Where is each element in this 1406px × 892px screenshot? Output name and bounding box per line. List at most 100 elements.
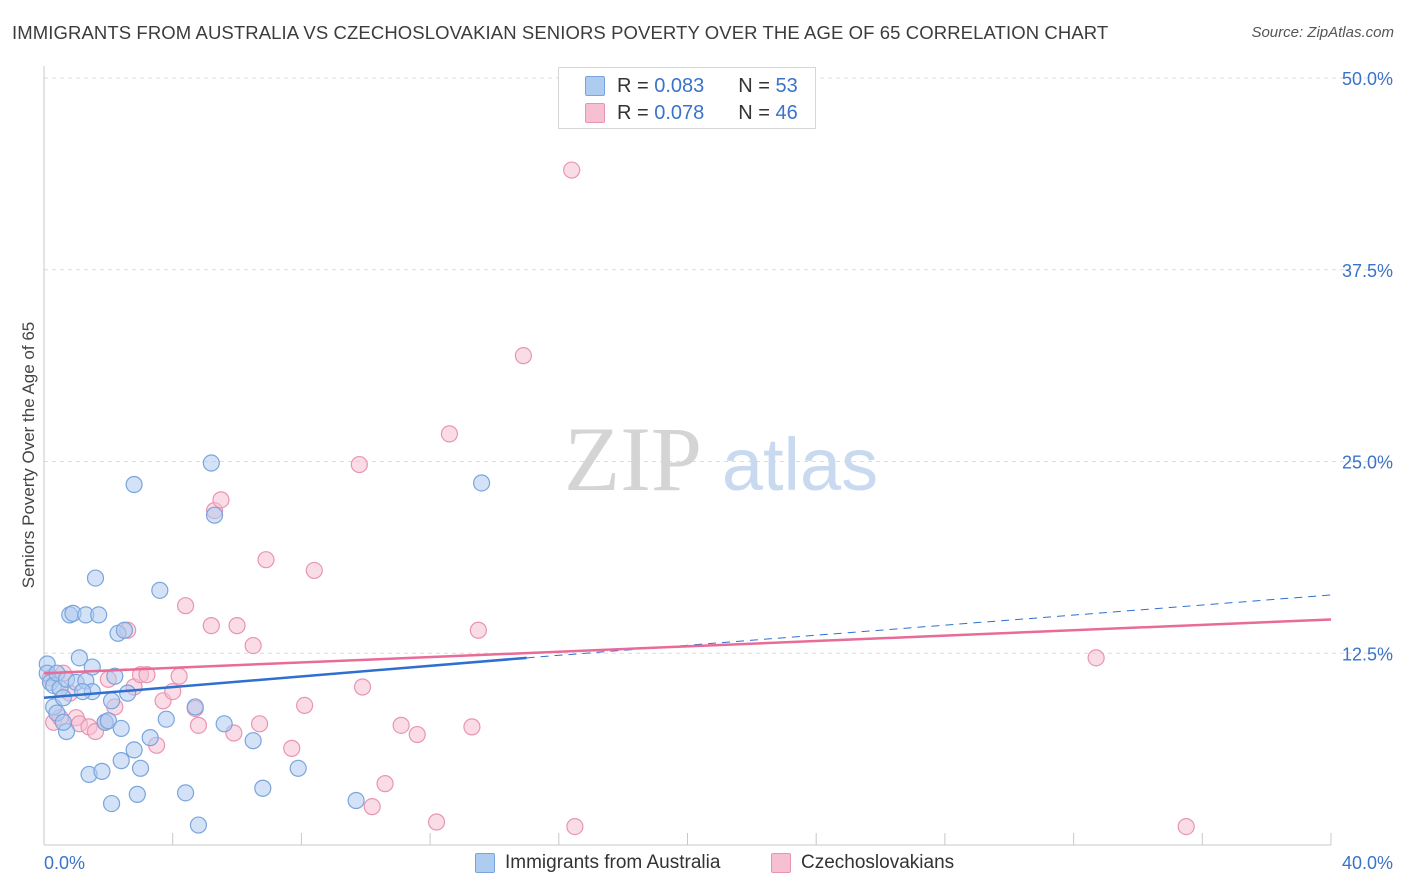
point-australia (157, 710, 175, 728)
point-australia (119, 684, 137, 702)
point-australia (112, 719, 130, 738)
chart-title: IMMIGRANTS FROM AUSTRALIA VS CZECHOSLOVA… (12, 22, 1109, 43)
legend-row-czechoslovakians: R = 0.078 N = 46 (585, 101, 798, 125)
y-tick-label: 50.0% (1342, 69, 1393, 89)
bottom-legend-swatch-blue (475, 853, 495, 873)
point-czechoslovakians (228, 617, 246, 635)
legend-n-label: N = (738, 101, 770, 124)
legend-r-label: R = (617, 74, 649, 97)
legend-row-australia: R = 0.083 N = 53 (585, 74, 798, 98)
point-czechoslovakians (469, 621, 487, 639)
legend-n-value: 53 (775, 74, 798, 97)
x-tick-label: 0.0% (44, 853, 85, 873)
legend-n-value: 46 (775, 101, 798, 124)
point-australia (93, 762, 111, 780)
bottom-legend-australia: Immigrants from Australia (475, 852, 720, 874)
trend-line-czechoslovakians (43, 618, 1332, 675)
legend-swatch-blue (585, 76, 605, 96)
point-czechoslovakians (363, 798, 381, 816)
trend-line-australia-extension (526, 594, 1332, 659)
source-label: Source: ZipAtlas.com (1251, 24, 1394, 41)
point-australia (347, 791, 365, 810)
point-australia (99, 712, 117, 730)
point-czechoslovakians (566, 817, 584, 836)
point-australia (70, 649, 88, 667)
y-axis-label: Seniors Poverty Over the Age of 65 (19, 322, 38, 588)
point-australia (244, 732, 262, 750)
watermark-atlas: atlas (722, 423, 878, 506)
point-czechoslovakians (408, 725, 426, 744)
point-czechoslovakians (563, 161, 581, 179)
point-australia (102, 692, 121, 710)
point-czechoslovakians (202, 617, 220, 635)
point-czechoslovakians (250, 715, 269, 733)
tick-labels: 12.5% 25.0% 37.5% 50.0% 0.0% 40.0% (44, 69, 1393, 873)
point-czechoslovakians (1177, 817, 1195, 836)
point-australia (141, 729, 159, 747)
point-czechoslovakians (189, 716, 208, 734)
bottom-legend-label: Immigrants from Australia (505, 852, 721, 873)
legend-box: R = 0.083 N = 53 R = 0.078 N = 46 (558, 67, 816, 129)
point-australia (125, 475, 143, 494)
point-czechoslovakians (212, 491, 230, 509)
point-czechoslovakians (350, 455, 368, 474)
point-australia (128, 785, 146, 803)
point-australia (205, 506, 224, 524)
axes (43, 66, 1332, 846)
bottom-legend-label: Czechoslovakians (801, 852, 955, 873)
point-australia (112, 752, 130, 770)
point-australia (102, 794, 121, 813)
bottom-legend: Immigrants from Australia Czechoslovakia… (0, 852, 1406, 878)
point-australia (151, 581, 169, 599)
point-australia (74, 682, 92, 701)
point-australia (202, 454, 220, 472)
point-australia (106, 667, 124, 685)
x-tick-label: 40.0% (1342, 853, 1393, 873)
y-tick-label: 25.0% (1342, 453, 1393, 473)
point-australia (90, 606, 108, 624)
point-czechoslovakians (170, 667, 188, 685)
point-australia (86, 569, 105, 587)
point-czechoslovakians (305, 561, 323, 580)
point-czechoslovakians (440, 425, 459, 443)
point-australia (131, 759, 150, 777)
y-tick-label: 12.5% (1342, 644, 1393, 664)
point-czechoslovakians (376, 775, 394, 793)
legend-r-value: 0.078 (654, 101, 705, 124)
watermark: ZIP atlas (564, 408, 878, 510)
bottom-legend-czechoslovakians: Czechoslovakians (771, 852, 954, 874)
point-czechoslovakians (138, 666, 156, 684)
watermark-zip: ZIP (564, 408, 702, 510)
point-czechoslovakians (1087, 649, 1105, 667)
legend-n-label: N = (738, 74, 770, 97)
legend-swatch-pink (585, 103, 605, 123)
point-czechoslovakians (244, 636, 262, 655)
point-australia (115, 621, 134, 639)
legend-r-label: R = (617, 101, 649, 124)
y-tick-label: 37.5% (1342, 261, 1393, 281)
point-czechoslovakians (463, 718, 481, 736)
point-australia (472, 474, 491, 492)
trend-lines (43, 594, 1332, 699)
point-czechoslovakians (427, 813, 446, 831)
point-czechoslovakians (514, 347, 533, 365)
point-czechoslovakians (392, 716, 410, 734)
point-australia (215, 715, 233, 733)
point-australia (54, 713, 72, 731)
series-australia (38, 454, 491, 834)
point-australia (125, 741, 143, 759)
point-czechoslovakians (296, 696, 314, 715)
point-australia (186, 698, 204, 716)
bottom-legend-swatch-pink (771, 853, 791, 873)
point-czechoslovakians (283, 739, 301, 757)
point-australia (289, 759, 307, 777)
point-australia (189, 816, 208, 834)
trend-line-australia (43, 656, 527, 699)
gridlines (44, 77, 1392, 654)
point-australia (254, 779, 272, 797)
point-australia (176, 784, 195, 802)
point-czechoslovakians (353, 678, 372, 696)
point-czechoslovakians (257, 551, 275, 569)
legend-r-value: 0.083 (654, 74, 705, 97)
